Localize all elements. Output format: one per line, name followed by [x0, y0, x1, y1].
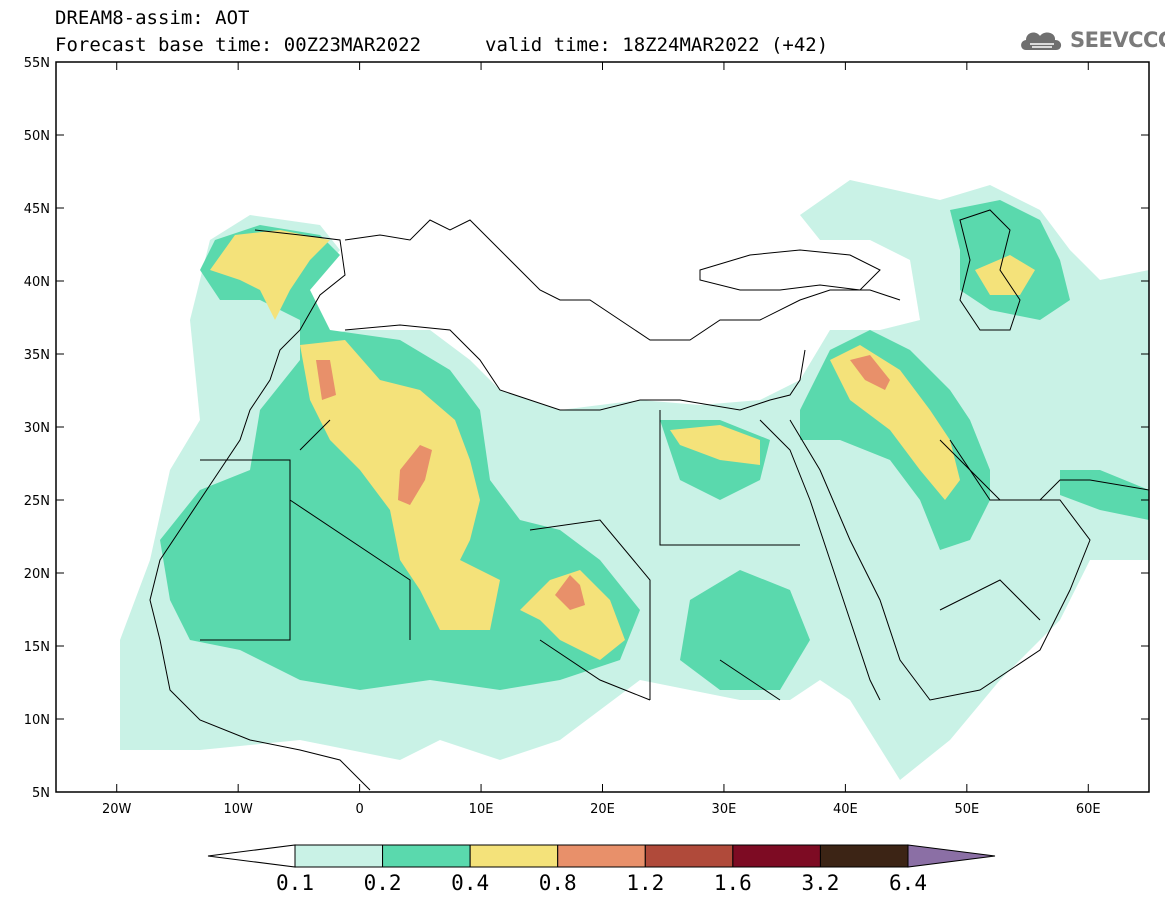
colorbar-box [732, 844, 821, 868]
logo-text: SEEVCCC [1070, 28, 1165, 52]
colorbar-label: 6.4 [889, 871, 927, 895]
lon-tick-label: 0 [355, 802, 363, 817]
coastline-caspian [959, 209, 1021, 331]
lon-tick-label: 30E [712, 802, 737, 817]
colorbar-low-arrow [207, 844, 296, 868]
aot-area-veryhigh [398, 445, 432, 505]
colorbar-box [294, 844, 384, 868]
seevccc-logo: SEEVCCC [1018, 26, 1165, 56]
colorbar: 0.1 0.2 0.4 0.8 1.2 1.6 3.2 6.4 [207, 844, 996, 895]
lat-tick-label: 20N [24, 567, 50, 582]
map-title: DREAM8-assim: AOT [55, 7, 250, 29]
aot-area-high [830, 345, 960, 500]
lon-tick-label: 10W [223, 802, 253, 817]
aot-area-veryhigh [850, 355, 890, 390]
colorbar-label: 3.2 [801, 871, 839, 895]
aot-area-veryhigh [316, 360, 336, 400]
colorbar-label: 0.4 [451, 871, 489, 895]
colorbar-box [557, 844, 646, 868]
colorbar-box [469, 844, 559, 868]
aot-field [120, 180, 1149, 780]
colorbar-high-arrow [907, 844, 996, 868]
coastline-iberia-africa [149, 229, 371, 791]
aot-area-high [670, 425, 760, 465]
lat-tick-label: 45N [24, 202, 50, 217]
lat-tick-label: 50N [24, 129, 50, 144]
colorbar-box [644, 844, 734, 868]
lon-tick-label: 40E [833, 802, 858, 817]
colorbar-label: 0.8 [539, 871, 577, 895]
coastline-med-south [344, 324, 806, 411]
lat-tick-label: 30N [24, 421, 50, 436]
coastlines [149, 209, 1149, 791]
valid-time: valid time: 18Z24MAR2022 (+42) [485, 34, 829, 56]
lat-tick-label: 35N [24, 348, 50, 363]
coastline-red-sea [759, 419, 881, 701]
lon-tick-label: 20E [590, 802, 615, 817]
lat-tick-label: 10N [24, 713, 50, 728]
latitude-axis: 55N 50N 45N 40N 35N 30N 25N 20N 15N 10N 5N [24, 56, 1149, 801]
lat-tick-label: 25N [24, 494, 50, 509]
cloud-icon [1021, 32, 1062, 50]
border-lines [200, 410, 1041, 701]
lon-tick-label: 60E [1076, 802, 1101, 817]
lat-tick-label: 5N [32, 786, 50, 801]
colorbar-label: 1.6 [714, 871, 752, 895]
colorbar-label: 0.2 [364, 871, 402, 895]
colorbar-box [382, 844, 471, 868]
lon-tick-label: 50E [954, 802, 979, 817]
lat-tick-label: 40N [24, 275, 50, 290]
coastline-med-north [344, 219, 901, 341]
lat-tick-label: 15N [24, 640, 50, 655]
aot-area-high [975, 255, 1035, 295]
aot-area-mid [1060, 470, 1149, 520]
coastline-black-sea [699, 249, 881, 291]
coastline-persian-gulf [939, 439, 1149, 501]
longitude-axis: 20W 10W 0 10E 20E 30E 40E 50E 60E [102, 62, 1101, 817]
aot-area-high [520, 570, 625, 660]
lon-tick-label: 20W [102, 802, 132, 817]
forecast-base-time: Forecast base time: 00Z23MAR2022 [55, 34, 422, 56]
aot-area-veryhigh [555, 575, 585, 610]
colorbar-label: 0.1 [276, 871, 314, 895]
colorbar-box [819, 844, 909, 868]
aot-area-mid [680, 570, 810, 690]
aot-area-high [210, 230, 330, 320]
colorbar-label: 1.2 [626, 871, 664, 895]
lon-tick-label: 10E [469, 802, 494, 817]
lat-tick-label: 55N [24, 56, 50, 71]
